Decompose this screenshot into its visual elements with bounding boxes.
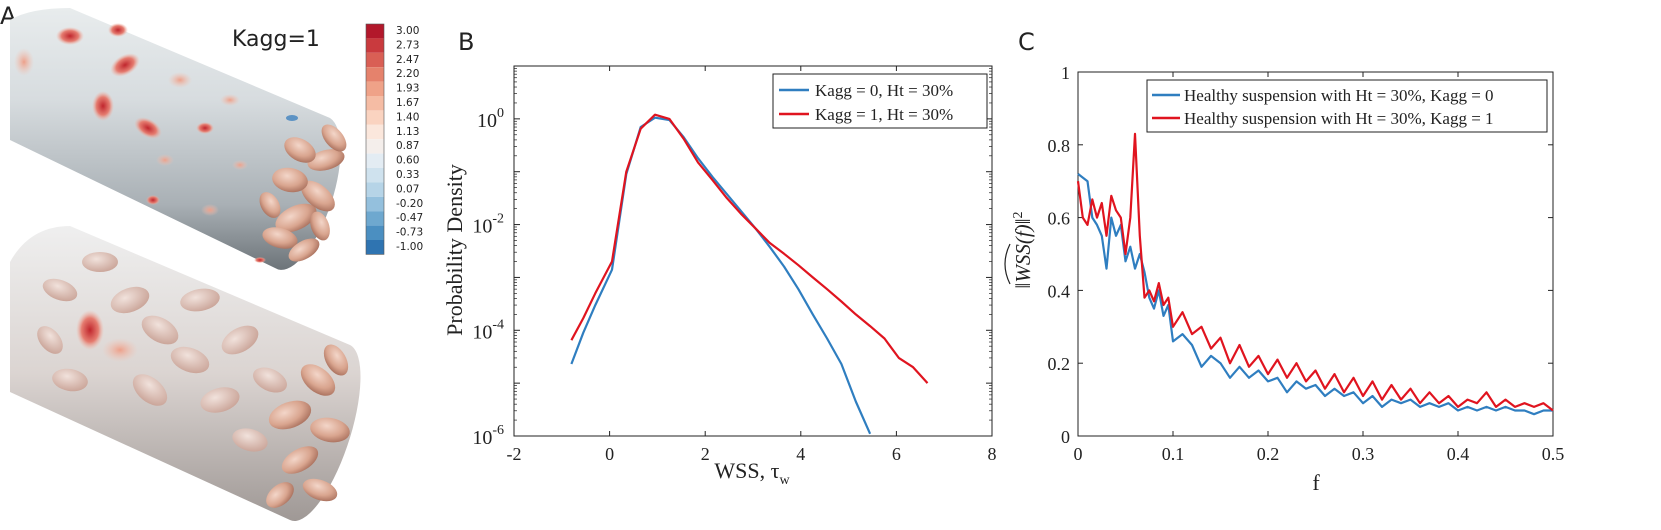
chart-c-ytick-label: 0.2: [1048, 354, 1071, 374]
colorbar-cell: [366, 240, 384, 255]
colorbar-tick-label: 1.40: [396, 111, 419, 123]
colorbar-cell: [366, 110, 384, 125]
chart-b-legend-label-kagg0: Kagg = 0, Ht = 30%: [815, 81, 953, 100]
kagg-label: Kagg=1: [232, 27, 320, 52]
chart-c-xtick-label: 0: [1074, 444, 1083, 464]
colorbar: 3.00 2.73 2.47 2.20 1.93 1.67 1.40 1.13 0.87 0.60…: [365, 23, 423, 255]
colorbar-tick-label: -0.47: [396, 212, 423, 224]
colorbar-cell: [366, 81, 384, 96]
chart-b-legend-label-kagg1: Kagg = 1, Ht = 30%: [815, 105, 953, 124]
colorbar-tick-label: 0.60: [396, 155, 419, 167]
chart-b-legend-box: [772, 73, 988, 129]
chart-b-series: [570, 113, 929, 435]
colorbar-cell: [366, 182, 384, 197]
chart-b-ytick-label: 10-6: [472, 423, 504, 449]
colorbar-cell: [366, 211, 384, 226]
panel-a: A: [0, 2, 423, 522]
chart-b-ylabel: Probability Density: [442, 164, 467, 336]
chart-b-xlabel: WSS, τw: [714, 458, 790, 488]
colorbar-cell: [366, 124, 384, 140]
colorbar-tick-label: 2.20: [396, 68, 419, 80]
chart-b-xtick-label: 2: [701, 444, 710, 464]
chart-c-xtick-label: 0.2: [1257, 444, 1280, 464]
colorbar-tick-label: 0.87: [396, 140, 419, 152]
colorbar-tick-label: -0.20: [396, 198, 423, 210]
colorbar-tick-label: 1.13: [396, 126, 419, 138]
colorbar-tick-label: 0.33: [396, 169, 419, 181]
colorbar-tick-label: 3.00: [396, 25, 419, 37]
colorbar-cell: [366, 139, 384, 154]
chart-c-ytick-label: 0.4: [1048, 281, 1071, 301]
chart-c-ytick-label: 1: [1061, 63, 1070, 83]
chart-b-xtick-label: 8: [988, 444, 997, 464]
panel-label-b: B: [458, 28, 474, 56]
chart-c-ytick-label: 0.8: [1048, 136, 1071, 156]
panel-b: B -2 0 2 4 6 8 10-6 10-4 10-2 100 WSS, τw Probabi…: [442, 28, 997, 488]
chart-b-axes: -2 0 2 4 6 8 10-6 10-4 10-2 100: [472, 65, 997, 464]
panel-c: C 0 0.1 0.2 0.3 0.4 0.5 0 0.2 0.4 0.6 0.8 1 f ‖WSS(…: [1004, 28, 1565, 495]
colorbar-tick-label: 1.67: [396, 97, 419, 109]
colorbar-tick-label: 1.93: [396, 83, 419, 95]
panel-label-c: C: [1018, 28, 1035, 56]
chart-c-xlabel: f: [1312, 470, 1320, 495]
colorbar-cell: [366, 196, 384, 212]
chart-c-xtick-label: 0.3: [1352, 444, 1375, 464]
chart-c-frame: [1077, 71, 1554, 437]
chart-b-frame: [513, 65, 993, 437]
chart-c-ylabel: ‖WSS(f)‖2: [1004, 211, 1035, 289]
colorbar-cell: [366, 52, 384, 68]
colorbar-cell: [366, 24, 384, 39]
chart-c-series-line-1: [1076, 132, 1554, 412]
svg-text:‖WSS(f)‖2: ‖WSS(f)‖2: [1011, 211, 1035, 288]
chart-c-legend-label-kagg0: Healthy suspension with Ht = 30%, Kagg =…: [1184, 86, 1494, 105]
colorbar-tick-label: 0.07: [396, 183, 419, 195]
tube-top-illustration: [10, 8, 347, 270]
tube-bottom-illustration: [10, 226, 361, 522]
chart-b-ytick-label: 100: [477, 106, 504, 132]
colorbar-tick-label: -1.00: [396, 241, 423, 253]
chart-b-series-line-0: [570, 116, 872, 435]
chart-b-xtick-label: 4: [796, 444, 805, 464]
chart-c-xtick-label: 0.1: [1162, 444, 1185, 464]
chart-c-legend-label-kagg1: Healthy suspension with Ht = 30%, Kagg =…: [1184, 109, 1494, 128]
colorbar-cell: [366, 38, 384, 53]
chart-b-xtick-label: 0: [605, 444, 614, 464]
chart-c-ytick-label: 0: [1061, 427, 1070, 447]
colorbar-cell: [366, 168, 384, 183]
colorbar-tick-label: -0.73: [396, 227, 423, 239]
chart-b-xtick-label: -2: [507, 444, 522, 464]
chart-c-series-line-0: [1077, 173, 1553, 416]
chart-c-ytick-label: 0.6: [1048, 209, 1071, 229]
chart-b-ytick-label: 10-4: [472, 317, 504, 343]
chart-b-ytick-label: 10-2: [472, 212, 504, 238]
chart-b-xtick-label: 6: [892, 444, 901, 464]
chart-c-axes: 0 0.1 0.2 0.3 0.4 0.5 0 0.2 0.4 0.6 0.8 1: [1048, 63, 1565, 464]
chart-c-xtick-label: 0.4: [1447, 444, 1470, 464]
chart-c-series: [1076, 132, 1554, 416]
colorbar-cell: [366, 225, 384, 240]
colorbar-outline: [365, 23, 385, 255]
colorbar-cell: [366, 153, 384, 168]
colorbar-tick-label: 2.73: [396, 39, 419, 51]
chart-b-legend: Kagg = 0, Ht = 30% Kagg = 1, Ht = 30%: [772, 73, 988, 129]
chart-c-xtick-label: 0.5: [1542, 444, 1565, 464]
colorbar-tick-label: 2.47: [396, 54, 419, 66]
colorbar-cell: [366, 96, 384, 111]
chart-c-legend-box: [1146, 79, 1548, 133]
chart-c-legend: Healthy suspension with Ht = 30%, Kagg =…: [1146, 79, 1548, 133]
colorbar-cell: [366, 67, 384, 82]
chart-b-series-line-1: [570, 113, 929, 384]
